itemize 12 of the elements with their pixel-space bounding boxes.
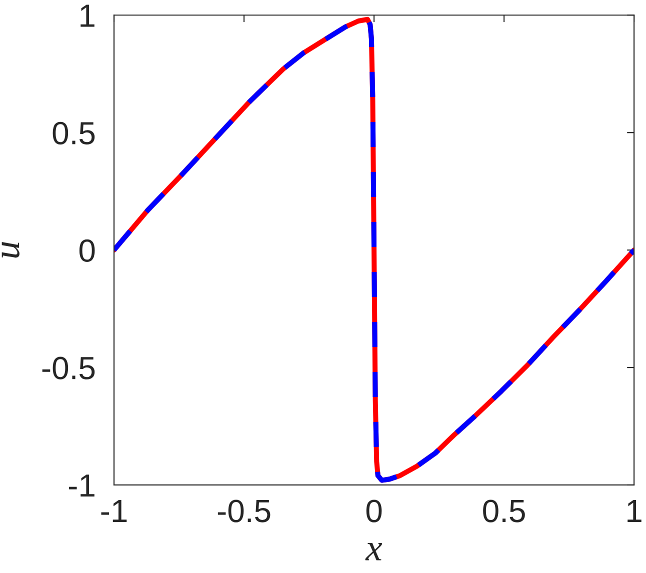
- y-tick-label: -1: [68, 474, 94, 497]
- y-tick-label: 0: [79, 239, 95, 262]
- x-tick-label: -0.5: [218, 500, 270, 522]
- y-tick-label: -0.5: [42, 356, 95, 380]
- y-tick-label: 0.5: [52, 122, 95, 144]
- x-tick-label: 0.5: [483, 500, 525, 522]
- x-tick-label: 1: [628, 500, 642, 522]
- x-tick-label: 0: [366, 500, 382, 522]
- x-tick-label: -1: [101, 500, 127, 522]
- x-axis-title: x: [365, 543, 382, 560]
- y-tick-label: 1: [80, 4, 94, 27]
- y-axis-title: u: [2, 242, 20, 258]
